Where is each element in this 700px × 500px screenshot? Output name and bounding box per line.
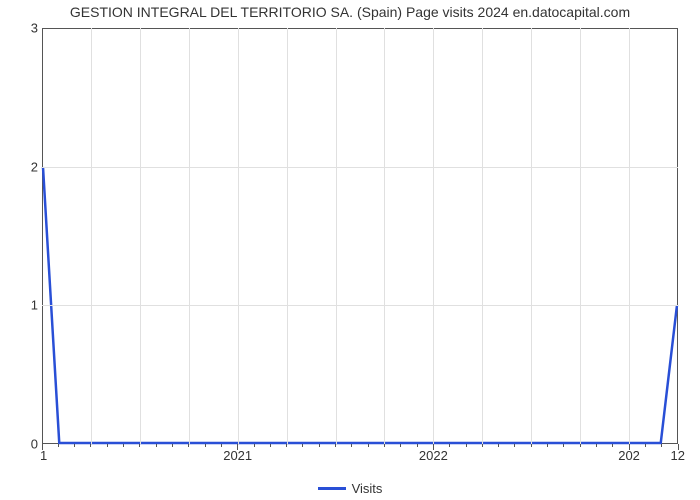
gridline-vertical <box>336 28 337 444</box>
x-tick-mark <box>514 444 515 447</box>
legend-swatch <box>318 487 346 490</box>
x-tick-mark <box>661 444 662 447</box>
x-tick-mark <box>58 444 59 447</box>
y-tick-label: 1 <box>8 298 38 313</box>
x-tick-mark <box>221 444 222 447</box>
x-tick-mark <box>123 444 124 447</box>
gridline-vertical <box>482 28 483 444</box>
y-tick-label: 0 <box>8 437 38 452</box>
legend-label: Visits <box>352 481 383 496</box>
gridline-vertical <box>91 28 92 444</box>
gridline-vertical <box>531 28 532 444</box>
y-tick-label: 2 <box>8 159 38 174</box>
y-tick-label: 3 <box>8 21 38 36</box>
gridline-vertical <box>287 28 288 444</box>
x-tick-mark <box>74 444 75 447</box>
x-tick-mark <box>107 444 108 447</box>
gridline-vertical <box>140 28 141 444</box>
x-tick-mark <box>498 444 499 447</box>
x-tick-mark <box>531 444 532 447</box>
x-tick-mark <box>482 444 483 447</box>
gridline-horizontal <box>42 167 678 168</box>
x-tick-mark <box>612 444 613 447</box>
x-tick-mark <box>400 444 401 447</box>
x-tick-mark <box>433 444 434 450</box>
x-tick-label: 2021 <box>223 448 252 463</box>
gridline-vertical <box>629 28 630 444</box>
x-tick-mark <box>563 444 564 447</box>
x-tick-mark <box>302 444 303 447</box>
x-tick-mark <box>466 444 467 447</box>
x-tick-mark <box>580 444 581 447</box>
x-tick-mark <box>449 444 450 447</box>
line-chart-svg <box>43 29 677 443</box>
x-tick-mark <box>237 444 238 450</box>
x-tick-mark <box>254 444 255 447</box>
x-tick-mark <box>188 444 189 447</box>
gridline-vertical <box>238 28 239 444</box>
x-tick-mark <box>596 444 597 447</box>
x-tick-mark <box>384 444 385 447</box>
x-end-label: 12 <box>671 448 685 463</box>
x-tick-mark <box>645 444 646 447</box>
x-tick-label: 2022 <box>419 448 448 463</box>
x-tick-mark <box>172 444 173 447</box>
x-tick-mark <box>270 444 271 447</box>
x-tick-mark <box>368 444 369 447</box>
gridline-vertical <box>580 28 581 444</box>
x-tick-mark <box>139 444 140 447</box>
gridline-vertical <box>433 28 434 444</box>
x-tick-label: 202 <box>618 448 640 463</box>
x-tick-mark <box>90 444 91 447</box>
x-tick-mark <box>319 444 320 447</box>
gridline-vertical <box>189 28 190 444</box>
legend: Visits <box>0 481 700 496</box>
x-tick-mark <box>156 444 157 447</box>
x-tick-mark <box>286 444 287 447</box>
x-tick-mark <box>629 444 630 450</box>
plot-area <box>42 28 678 444</box>
x-tick-mark <box>351 444 352 447</box>
chart-title: GESTION INTEGRAL DEL TERRITORIO SA. (Spa… <box>0 4 700 20</box>
x-tick-mark <box>205 444 206 447</box>
gridline-vertical <box>384 28 385 444</box>
x-tick-mark <box>335 444 336 447</box>
x-tick-mark <box>417 444 418 447</box>
x-start-label: 1 <box>40 448 47 463</box>
x-tick-mark <box>547 444 548 447</box>
gridline-horizontal <box>42 305 678 306</box>
